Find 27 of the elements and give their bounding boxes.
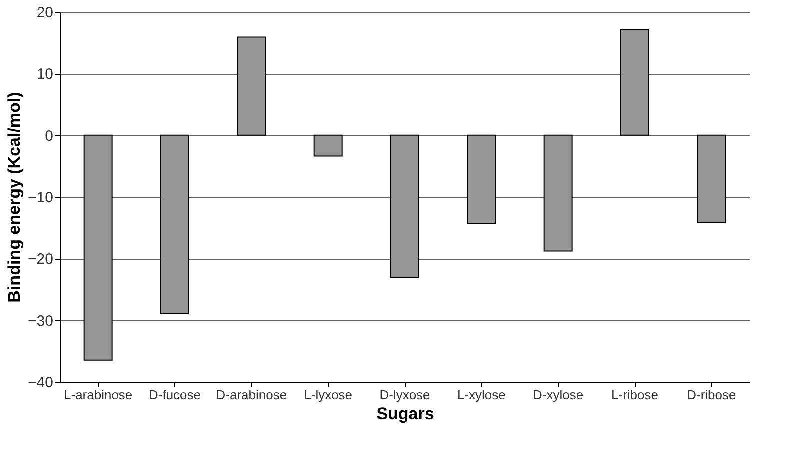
y-tick-label: −10 [28, 190, 54, 206]
x-tick-label: L-arabinose [64, 388, 133, 402]
x-tick-label: D-xylose [533, 388, 584, 402]
x-axis-title: Sugars [376, 404, 434, 424]
y-tick-label: 10 [36, 66, 54, 84]
x-tick-label: D-arabinose [216, 388, 288, 402]
x-tick-label: L-xylose [457, 388, 506, 402]
bar [237, 36, 266, 136]
bar [160, 134, 190, 314]
y-axis-title: Binding energy (Kcal/mol) [5, 92, 24, 303]
y-tick-label: 20 [36, 4, 54, 22]
bar [544, 134, 573, 252]
x-tick-label: D-lyxose [380, 388, 430, 402]
bar [697, 134, 726, 224]
x-tick-label: D-fucose [148, 388, 202, 402]
bar [314, 134, 343, 157]
x-tick-label: D-ribose [687, 388, 736, 402]
bar [84, 134, 113, 361]
y-tick-label: −40 [28, 374, 54, 392]
bar [390, 134, 420, 278]
bar [467, 134, 496, 224]
y-tick-label: 0 [45, 128, 54, 145]
x-tick-label: L-lyxose [304, 388, 353, 402]
y-tick-label: −20 [28, 251, 54, 268]
x-tick-label: L-ribose [612, 388, 658, 402]
y-tick-label: −30 [28, 312, 54, 330]
bar [620, 29, 650, 136]
